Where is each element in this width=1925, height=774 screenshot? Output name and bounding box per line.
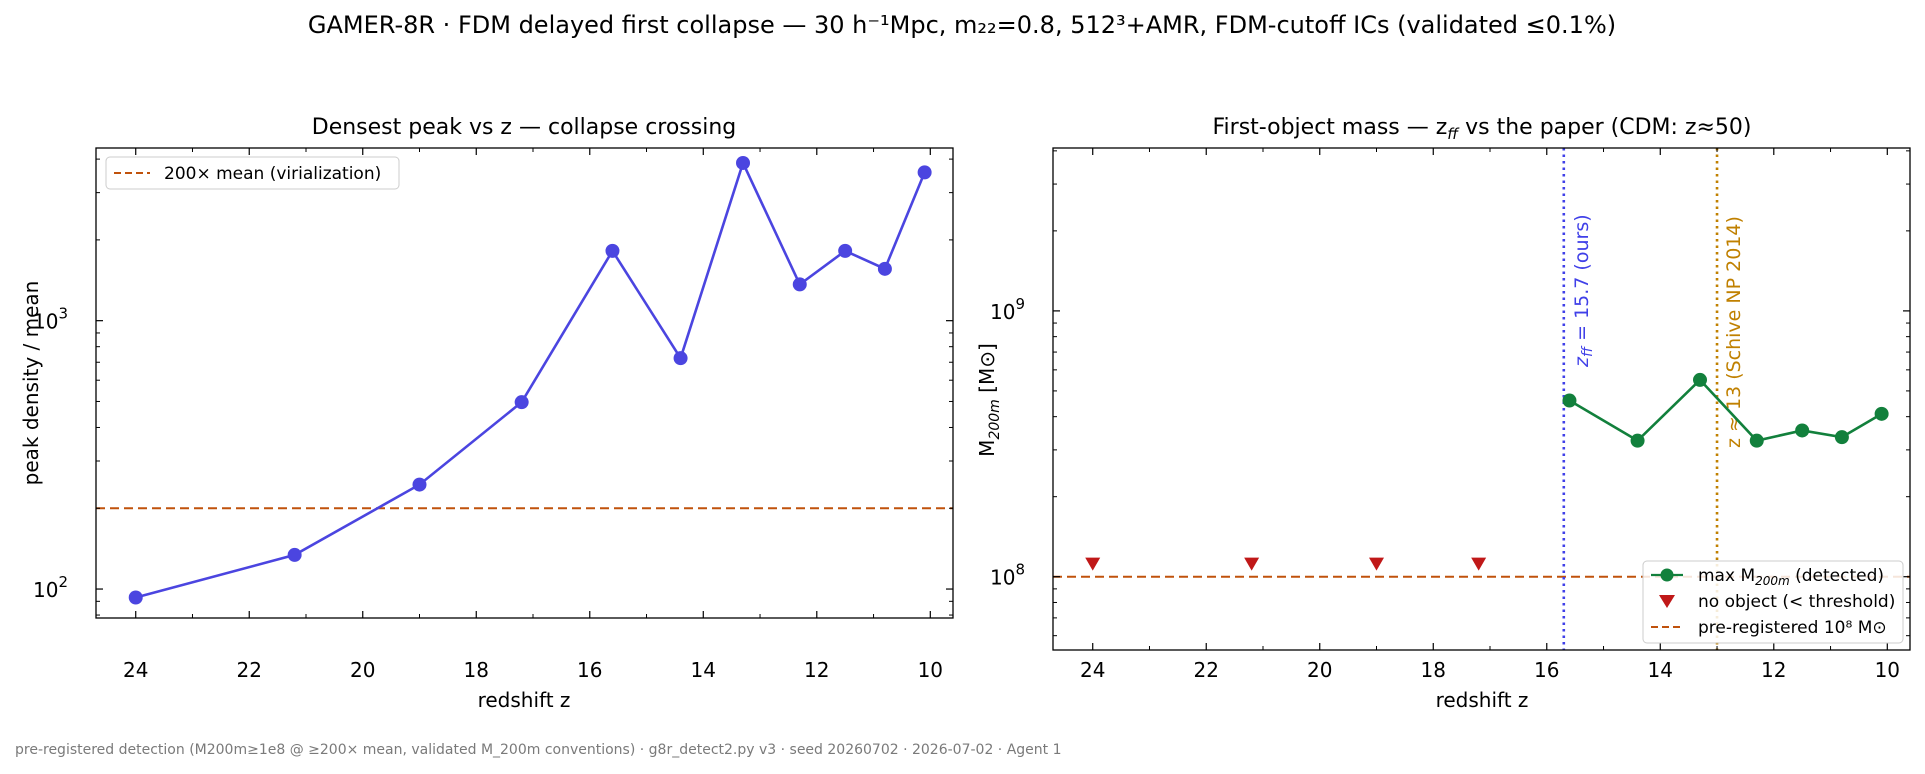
- no-object-marker: [1471, 557, 1487, 571]
- x-tick-label: 16: [577, 658, 602, 682]
- right-x-axis-label: redshift z: [1436, 688, 1529, 712]
- z-ff-ours-label: zff = 15.7 (ours): [1571, 214, 1596, 368]
- x-tick-label: 16: [1534, 658, 1559, 682]
- x-tick-label: 20: [1307, 658, 1332, 682]
- left-plot-frame: [95, 147, 954, 619]
- x-tick-label: 10: [1875, 658, 1900, 682]
- peak-density-point: [514, 395, 529, 410]
- x-tick-label: 22: [237, 658, 262, 682]
- legend-no-object-label: no object (< threshold): [1698, 592, 1895, 612]
- left-x-axis-label: redshift z: [478, 688, 571, 712]
- max-mass-point: [1562, 393, 1577, 408]
- legend-no-object-swatch: [1659, 595, 1675, 608]
- x-tick-label: 22: [1194, 658, 1219, 682]
- legend-threshold-label: pre-registered 10⁸ M⊙: [1698, 618, 1887, 638]
- peak-density-point: [605, 243, 620, 258]
- max-mass-point: [1874, 406, 1889, 421]
- x-tick-label: 24: [1080, 658, 1105, 682]
- no-object-marker: [1085, 557, 1101, 571]
- y-tick-label: 102: [33, 573, 68, 602]
- max-mass-point: [1693, 372, 1708, 387]
- x-tick-label: 20: [350, 658, 375, 682]
- x-tick-label: 24: [123, 658, 148, 682]
- peak-density-point: [128, 590, 143, 605]
- y-tick-label: 109: [990, 295, 1025, 324]
- legend-detected-label: max M200m (detected): [1698, 566, 1884, 588]
- y-tick-label: 103: [33, 305, 68, 334]
- left-legend-label: 200× mean (virialization): [164, 164, 381, 184]
- peak-density-point: [673, 351, 688, 366]
- peak-density-point: [838, 243, 853, 258]
- peak-density-point: [736, 155, 751, 170]
- x-tick-label: 18: [1421, 658, 1446, 682]
- peak-density-point: [792, 277, 807, 292]
- x-tick-label: 14: [691, 658, 716, 682]
- right-legend: max M200m (detected) no object (< thresh…: [1642, 560, 1904, 644]
- left-panel-title: Densest peak vs z — collapse crossing: [312, 115, 737, 140]
- no-object-marker: [1244, 557, 1260, 571]
- right-panel: First-object mass — zff vs the paper (CD…: [975, 115, 1911, 712]
- x-tick-label: 14: [1648, 658, 1673, 682]
- left-legend: 200× mean (virialization): [105, 156, 400, 190]
- footer-note: pre-registered detection (M200m≥1e8 @ ≥2…: [15, 742, 1062, 758]
- right-plot-frame: [1052, 147, 1911, 651]
- y-tick-label: 108: [990, 561, 1025, 590]
- right-y-axis-label: M200m [M⊙]: [975, 343, 1003, 457]
- legend-detected-swatch-marker: [1660, 568, 1674, 582]
- x-tick-label: 12: [1761, 658, 1786, 682]
- max-mass-point: [1749, 433, 1764, 448]
- x-tick-label: 12: [804, 658, 829, 682]
- max-mass-point: [1630, 433, 1645, 448]
- x-tick-label: 10: [918, 658, 943, 682]
- peak-density-point: [877, 261, 892, 276]
- peak-density-point: [412, 477, 427, 492]
- x-tick-label: 18: [464, 658, 489, 682]
- no-object-marker: [1369, 557, 1385, 571]
- max-mass-point: [1795, 423, 1810, 438]
- left-y-axis-label: peak density / mean: [19, 281, 43, 486]
- left-panel: Densest peak vs z — collapse crossing 24…: [19, 115, 954, 712]
- right-panel-title: First-object mass — zff vs the paper (CD…: [1212, 115, 1751, 143]
- peak-density-point: [287, 547, 302, 562]
- z-schive-label: z ≈ 13 (Schive NP 2014): [1723, 216, 1745, 448]
- peak-density-point: [917, 165, 932, 180]
- max-mass-point: [1834, 430, 1849, 445]
- peak-density-line: [135, 159, 926, 599]
- figure-suptitle: GAMER-8R · FDM delayed first collapse — …: [308, 11, 1616, 39]
